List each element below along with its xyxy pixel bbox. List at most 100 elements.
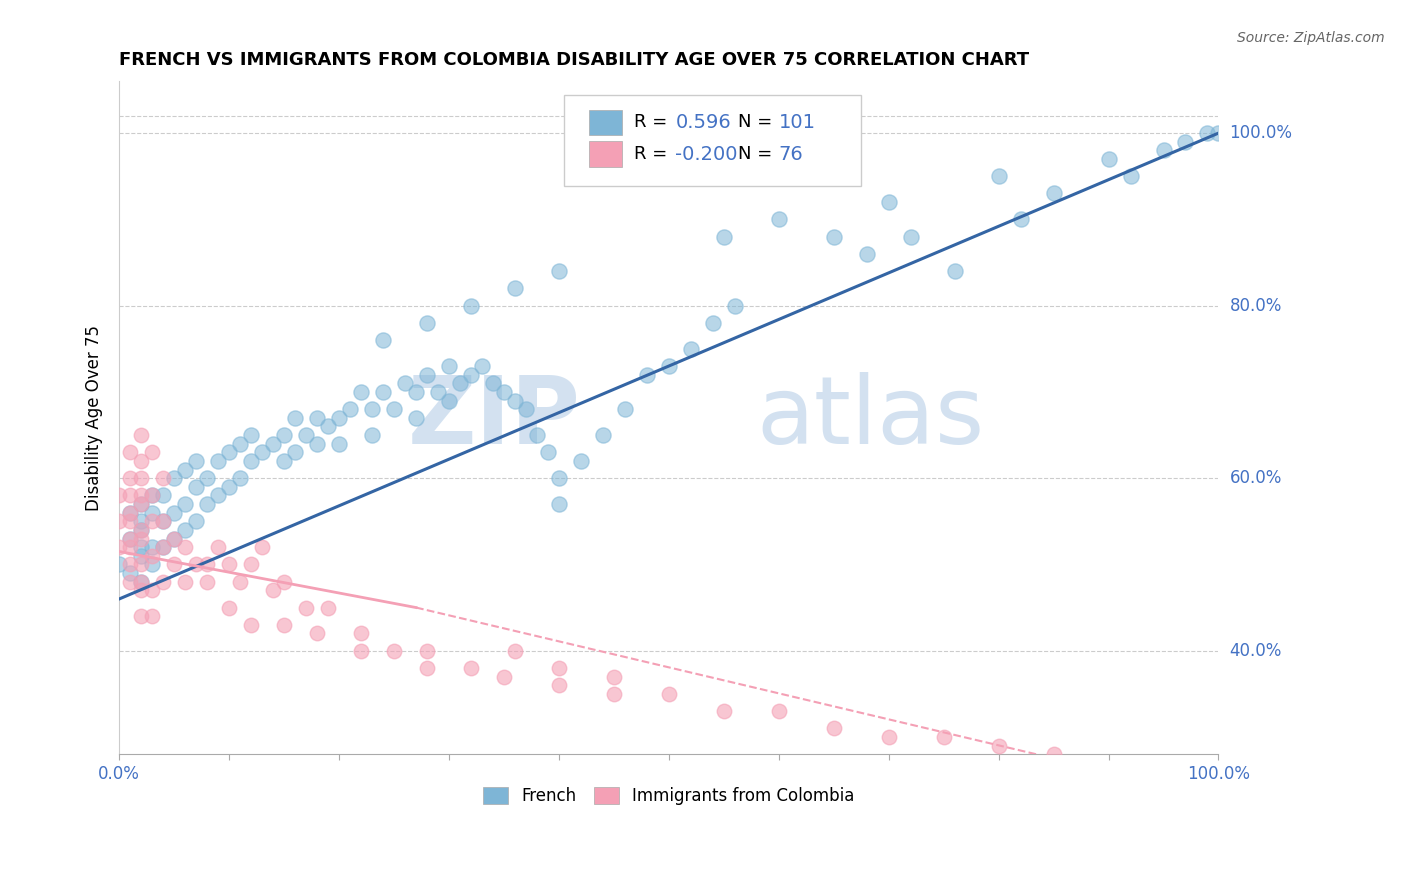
Text: N =: N = — [738, 113, 772, 131]
Text: 60.0%: 60.0% — [1230, 469, 1282, 487]
Point — [229, 436, 252, 450]
Point — [195, 497, 218, 511]
Point — [120, 506, 142, 520]
Point — [152, 540, 174, 554]
Point — [120, 514, 142, 528]
Point — [460, 299, 482, 313]
Point — [932, 730, 955, 744]
Point — [416, 661, 439, 675]
Point — [108, 558, 131, 572]
Point — [120, 506, 142, 520]
Point — [152, 540, 174, 554]
Point — [437, 359, 460, 373]
Point — [273, 617, 295, 632]
Point — [427, 384, 450, 399]
Point — [186, 558, 208, 572]
Point — [207, 540, 229, 554]
Point — [339, 402, 361, 417]
Point — [174, 523, 197, 537]
Point — [350, 643, 373, 657]
Point — [120, 574, 142, 589]
Point — [548, 678, 571, 692]
Point — [273, 454, 295, 468]
Point — [350, 626, 373, 640]
Point — [129, 540, 152, 554]
Point — [823, 229, 845, 244]
Point — [449, 376, 471, 391]
Text: 101: 101 — [779, 113, 815, 132]
Point — [195, 558, 218, 572]
Point — [679, 342, 702, 356]
Point — [1097, 756, 1119, 770]
Point — [120, 471, 142, 485]
Point — [658, 359, 681, 373]
Point — [186, 514, 208, 528]
Point — [658, 687, 681, 701]
Point — [460, 368, 482, 382]
Point — [307, 436, 329, 450]
Point — [129, 558, 152, 572]
Y-axis label: Disability Age Over 75: Disability Age Over 75 — [86, 325, 103, 511]
Point — [186, 454, 208, 468]
Point — [152, 471, 174, 485]
Text: FRENCH VS IMMIGRANTS FROM COLOMBIA DISABILITY AGE OVER 75 CORRELATION CHART: FRENCH VS IMMIGRANTS FROM COLOMBIA DISAB… — [120, 51, 1029, 69]
Point — [307, 626, 329, 640]
Point — [120, 532, 142, 546]
Point — [987, 739, 1010, 753]
Point — [262, 583, 284, 598]
Point — [900, 229, 922, 244]
Point — [120, 566, 142, 580]
Point — [548, 497, 571, 511]
Point — [437, 393, 460, 408]
Point — [120, 540, 142, 554]
Point — [1042, 186, 1064, 201]
Text: 40.0%: 40.0% — [1230, 641, 1282, 660]
Point — [350, 384, 373, 399]
Point — [174, 462, 197, 476]
Point — [1010, 212, 1032, 227]
Point — [120, 488, 142, 502]
Point — [141, 506, 163, 520]
Point — [174, 574, 197, 589]
Point — [129, 497, 152, 511]
Point — [120, 445, 142, 459]
Point — [713, 229, 735, 244]
Point — [548, 264, 571, 278]
Point — [141, 445, 163, 459]
Point — [163, 558, 186, 572]
Text: -0.200: -0.200 — [675, 145, 738, 163]
Text: N =: N = — [738, 145, 772, 163]
Point — [603, 669, 626, 683]
Text: Source: ZipAtlas.com: Source: ZipAtlas.com — [1237, 31, 1385, 45]
Point — [284, 445, 307, 459]
Point — [129, 523, 152, 537]
Point — [603, 687, 626, 701]
Point — [548, 661, 571, 675]
Point — [141, 514, 163, 528]
Point — [416, 643, 439, 657]
Text: R =: R = — [634, 145, 666, 163]
Point — [195, 471, 218, 485]
Point — [316, 600, 339, 615]
Point — [174, 540, 197, 554]
Point — [636, 368, 658, 382]
Point — [129, 549, 152, 563]
Point — [405, 384, 427, 399]
Point — [163, 532, 186, 546]
Point — [129, 523, 152, 537]
Point — [471, 359, 494, 373]
Point — [877, 730, 900, 744]
Point — [503, 393, 526, 408]
Point — [823, 722, 845, 736]
FancyBboxPatch shape — [564, 95, 862, 186]
Point — [382, 643, 405, 657]
Point — [129, 454, 152, 468]
Text: atlas: atlas — [756, 372, 986, 464]
Point — [1097, 152, 1119, 166]
Point — [537, 445, 560, 459]
FancyBboxPatch shape — [589, 110, 621, 136]
Point — [405, 410, 427, 425]
Point — [1119, 169, 1142, 184]
Point — [141, 540, 163, 554]
Point — [262, 436, 284, 450]
